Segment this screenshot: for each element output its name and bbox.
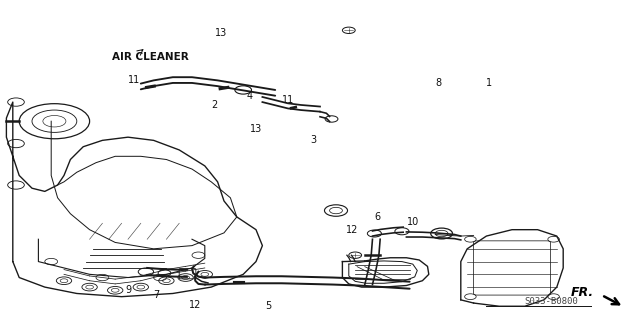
- Text: 11: 11: [282, 95, 294, 106]
- Text: FR.: FR.: [571, 286, 594, 299]
- Text: S033-B0800: S033-B0800: [525, 297, 579, 306]
- Text: 7: 7: [154, 290, 160, 300]
- Text: 4: 4: [246, 91, 253, 101]
- Text: 11: 11: [128, 75, 141, 85]
- Text: 8: 8: [435, 78, 442, 88]
- Text: AIR CLEANER: AIR CLEANER: [112, 52, 189, 63]
- Text: 6: 6: [374, 212, 381, 222]
- Text: 12: 12: [346, 225, 358, 235]
- Text: 9: 9: [125, 285, 131, 295]
- Text: 10: 10: [406, 217, 419, 227]
- Text: 2: 2: [211, 100, 218, 110]
- Text: 13: 13: [214, 28, 227, 39]
- Text: 13: 13: [250, 124, 262, 134]
- Text: 5: 5: [266, 301, 272, 311]
- Text: 12: 12: [189, 300, 202, 310]
- Text: 3: 3: [310, 135, 317, 145]
- Text: 1: 1: [486, 78, 493, 88]
